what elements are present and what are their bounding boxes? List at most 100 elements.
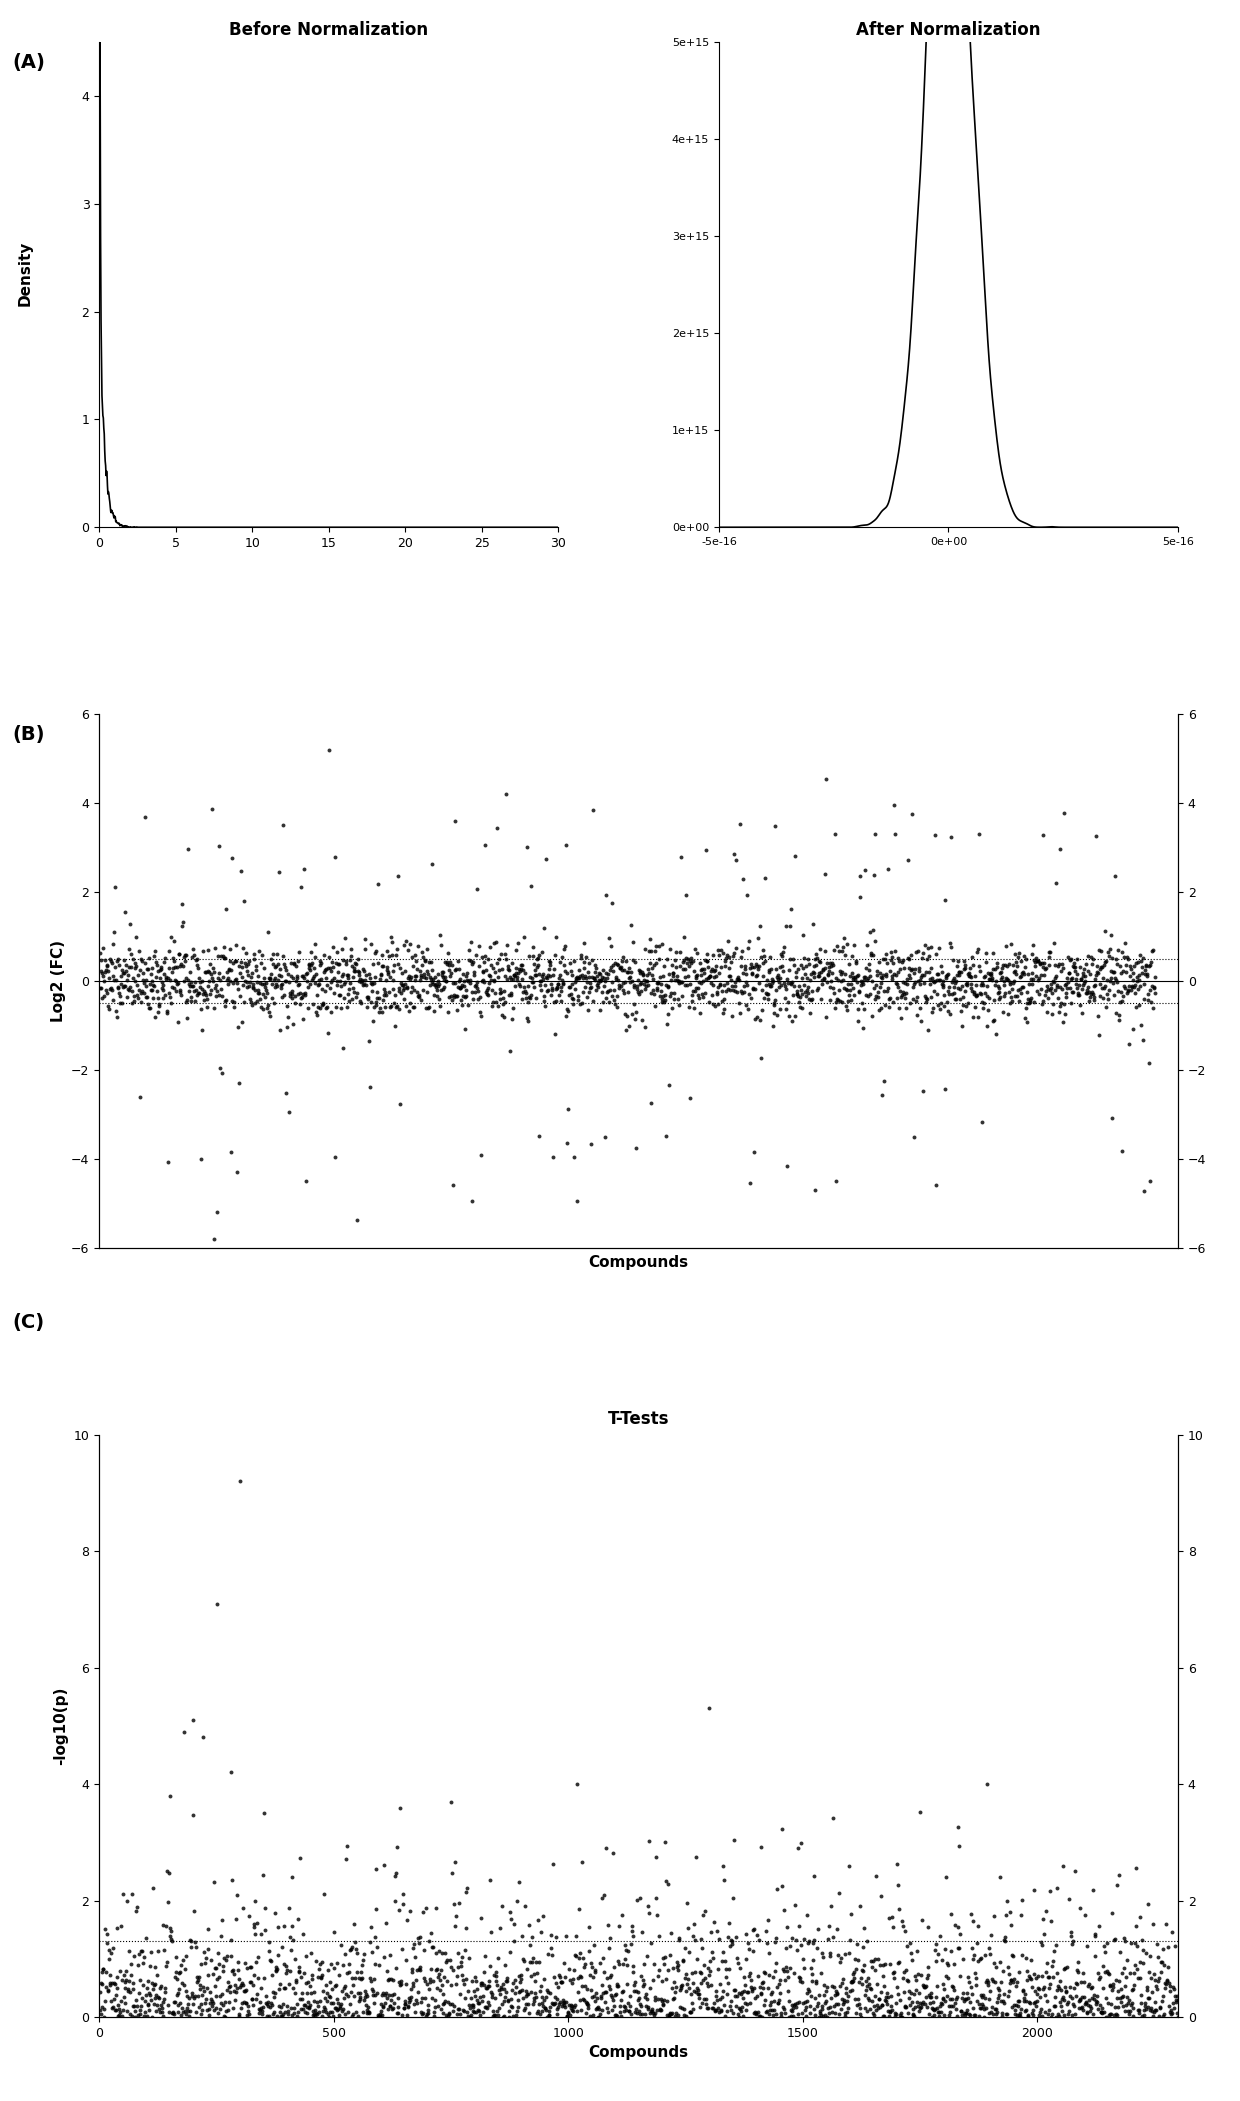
Point [745,948,765,981]
Point [770,960,790,994]
Point [895,1990,915,2023]
Point [249,1996,269,2030]
Point [480,958,500,992]
Point [434,960,454,994]
Point [579,1910,599,1943]
Point [281,1910,301,1943]
Point [1130,1899,1149,1933]
Point [255,981,275,1015]
Point [1104,1967,1123,2000]
Point [830,1969,849,2002]
Point [817,964,837,998]
Point [584,960,604,994]
Point [885,1985,905,2019]
Point [1053,1849,1073,1882]
Point [1033,950,1053,983]
Point [898,1962,918,1996]
Point [750,1002,770,1036]
Point [103,983,123,1017]
Point [1066,1979,1086,2013]
Point [727,931,746,964]
Point [820,950,839,983]
Point [234,945,254,979]
Point [216,990,236,1023]
Point [915,929,935,962]
Point [883,960,903,994]
Point [125,1994,145,2027]
Point [811,954,831,987]
Point [522,964,542,998]
Point [300,952,320,985]
Point [1022,1996,1042,2030]
Point [875,1983,895,2017]
Point [309,966,329,1000]
Point [422,847,441,880]
Point [215,941,234,975]
Point [603,979,622,1013]
Point [848,1981,868,2015]
Point [392,1964,412,1998]
Point [701,1943,720,1977]
Point [950,973,970,1006]
Point [463,1964,482,1998]
Point [382,1977,402,2011]
Point [460,966,480,1000]
Point [396,966,415,1000]
Point [1009,937,1029,971]
Point [138,1964,157,1998]
Point [1056,1950,1076,1983]
Point [642,1992,662,2025]
Point [353,1996,373,2030]
Point [599,1969,619,2002]
Point [247,1981,267,2015]
Point [595,1120,615,1153]
Point [748,1996,768,2030]
Point [149,1933,169,1967]
Point [371,958,391,992]
Point [542,977,562,1011]
Point [180,1994,200,2027]
Point [428,1960,448,1994]
Point [520,979,539,1013]
Point [870,1878,890,1912]
Point [792,977,812,1011]
Point [1028,964,1048,998]
Point [1092,1992,1112,2025]
Point [365,1920,384,1954]
Point [477,1969,497,2002]
Point [795,956,815,990]
Point [935,1983,955,2017]
Point [130,985,150,1019]
Point [857,952,877,985]
Point [603,1994,622,2027]
Point [319,1954,339,1988]
Point [1050,971,1070,1004]
Point [954,1983,973,2017]
Point [466,971,486,1004]
Point [942,977,962,1011]
Point [977,1008,997,1042]
Point [742,1971,761,2004]
Point [775,969,795,1002]
Point [102,945,122,979]
Point [926,977,946,1011]
Point [243,1908,263,1941]
Point [756,977,776,1011]
Point [253,1857,273,1891]
Point [270,1013,290,1046]
Point [1042,1998,1061,2032]
Point [883,985,903,1019]
Point [712,1994,732,2027]
Point [777,1954,797,1988]
Point [678,1912,698,1946]
Point [732,1990,751,2023]
Point [360,1996,379,2030]
Point [396,1969,415,2002]
Point [308,1985,327,2019]
Point [536,1992,556,2025]
Point [1055,969,1075,1002]
Point [908,964,928,998]
Point [1085,962,1105,996]
Point [582,960,601,994]
Point [627,1882,647,1916]
